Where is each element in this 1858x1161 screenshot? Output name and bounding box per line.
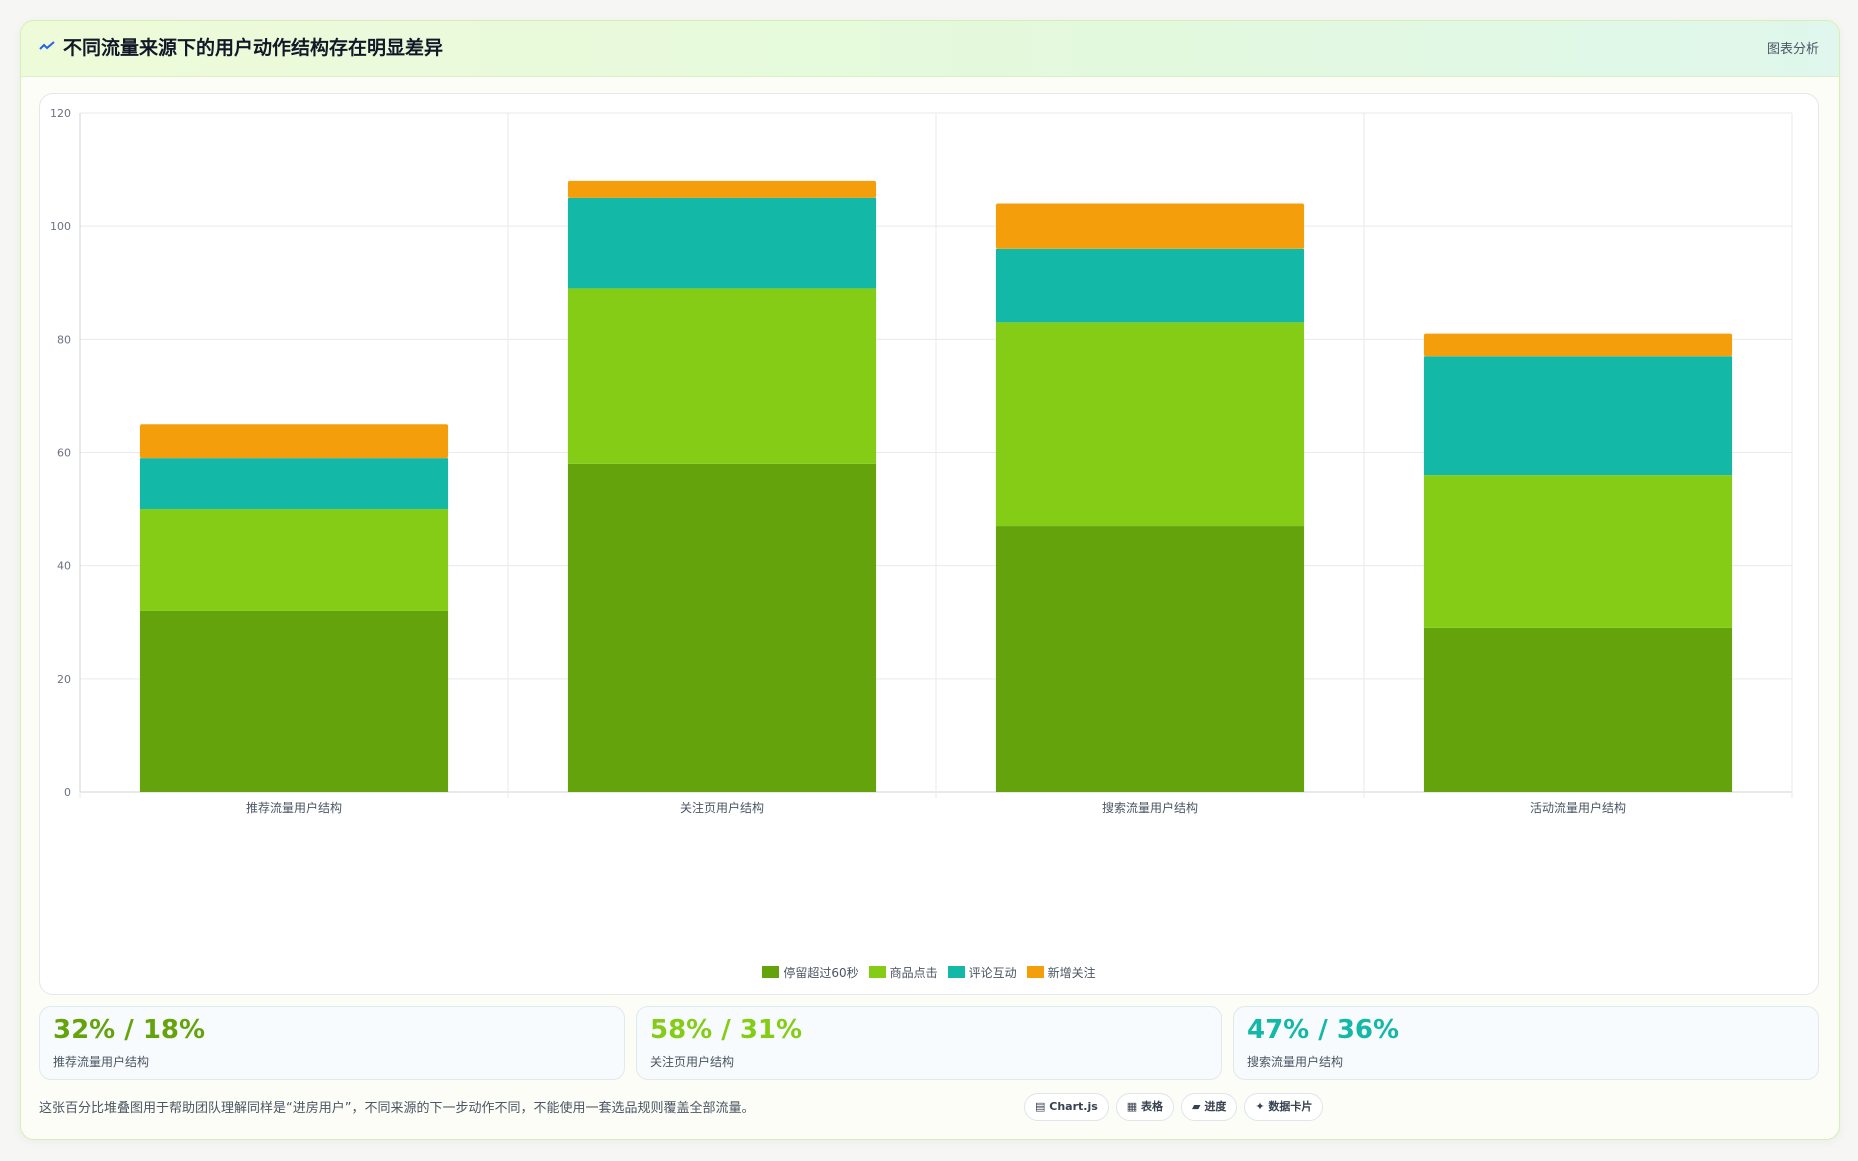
y-tick-label: 40 — [57, 560, 71, 573]
legend-label: 新增关注 — [1047, 966, 1096, 980]
legend-item[interactable]: 新增关注 — [1026, 964, 1096, 981]
bar-segment — [1423, 627, 1733, 792]
kpi-label: 搜索流量用户结构 — [1247, 1055, 1344, 1069]
legend-swatch — [762, 966, 780, 978]
x-tick-label: 搜索流量用户结构 — [1102, 800, 1198, 815]
bar-segment — [139, 509, 449, 611]
bar-segment — [1423, 356, 1733, 476]
sparkline-icon — [39, 38, 55, 54]
x-tick-label: 推荐流量用户结构 — [246, 800, 342, 815]
chip-row: ▤ Chart.js ▦ 表格 ▰ 进度 ✦ 数据卡片 — [1024, 1093, 1330, 1121]
bar-segment — [567, 197, 877, 289]
chart-panel: 0 20 40 60 80 100 120 推荐流量用户结构 关注页用户结构 搜索流量用户结构 活动… — [39, 93, 1819, 995]
legend-swatch — [868, 966, 886, 978]
y-tick-label: 80 — [57, 333, 71, 346]
bar-segment — [995, 526, 1305, 792]
chart-card: 不同流量来源下的用户动作结构存在明显差异 图表分析 0 20 40 60 80 100 12… — [20, 20, 1840, 1140]
kpi-value: 32% / 18% — [53, 1015, 206, 1045]
legend-item[interactable]: 停留超过60秒 — [762, 964, 859, 981]
bar-segment — [139, 424, 449, 459]
chip-progress[interactable]: ▰ 进度 — [1181, 1093, 1238, 1121]
bar-segment — [567, 463, 877, 792]
bar-segment — [995, 322, 1305, 527]
legend-item[interactable]: 评论互动 — [947, 964, 1017, 981]
bar-segment — [995, 248, 1305, 323]
chip-label: 表格 — [1141, 1100, 1164, 1113]
y-tick-label: 60 — [57, 447, 71, 460]
stacked-bar-chart: 0 20 40 60 80 100 120 推荐流量用户结构 关注页用户结构 搜索流量用户结构 活动… — [50, 107, 1793, 815]
chip-data-card[interactable]: ✦ 数据卡片 — [1244, 1093, 1324, 1121]
chart-icon: ▤ — [1035, 1100, 1046, 1113]
progress-icon: ▰ — [1192, 1100, 1201, 1113]
chart-legend: 停留超过60秒 商品点击 评论互动 新增关注 — [40, 964, 1818, 982]
kpi-label: 关注页用户结构 — [650, 1055, 735, 1069]
page-title: 不同流量来源下的用户动作结构存在明显差异 — [63, 37, 444, 59]
legend-swatch — [947, 966, 965, 978]
kpi-value: 47% / 36% — [1247, 1015, 1400, 1045]
card-header: 不同流量来源下的用户动作结构存在明显差异 图表分析 — [21, 21, 1839, 77]
x-tick-label: 关注页用户结构 — [680, 800, 764, 815]
bar-segment — [567, 288, 877, 464]
y-tick-label: 120 — [50, 107, 71, 120]
bar-segment — [139, 610, 449, 792]
bar-segment — [139, 458, 449, 510]
kpi-label: 推荐流量用户结构 — [53, 1055, 150, 1069]
card-icon: ✦ — [1255, 1100, 1265, 1113]
chip-chartjs[interactable]: ▤ Chart.js — [1024, 1093, 1109, 1121]
kpi-card: 32% / 18% 推荐流量用户结构 — [39, 1006, 625, 1080]
legend-swatch — [1026, 966, 1044, 978]
kpi-card: 58% / 31% 关注页用户结构 — [636, 1006, 1222, 1080]
x-tick-label: 活动流量用户结构 — [1530, 800, 1626, 815]
legend-item[interactable]: 商品点击 — [868, 964, 938, 981]
y-tick-label: 100 — [50, 220, 71, 233]
legend-label: 停留超过60秒 — [783, 966, 859, 980]
kpi-card: 47% / 36% 搜索流量用户结构 — [1233, 1006, 1819, 1080]
kpi-value: 58% / 31% — [650, 1015, 803, 1045]
legend-label: 评论互动 — [968, 966, 1017, 980]
chart-note: 这张百分比堆叠图用于帮助团队理解同样是“进房用户”，不同来源的下一步动作不同，不… — [39, 1101, 755, 1116]
chip-table[interactable]: ▦ 表格 — [1115, 1093, 1175, 1121]
chip-label: 数据卡片 — [1268, 1100, 1313, 1113]
chip-label: Chart.js — [1049, 1100, 1098, 1113]
bar-segment — [1423, 333, 1733, 357]
y-tick-label: 20 — [57, 673, 71, 686]
bar-segment — [1423, 475, 1733, 628]
legend-label: 商品点击 — [889, 966, 938, 980]
chart-analysis-tag: 图表分析 — [1766, 42, 1819, 57]
table-icon: ▦ — [1126, 1100, 1138, 1113]
bar-segment — [995, 203, 1305, 249]
bar-segment — [567, 180, 877, 198]
y-tick-label: 0 — [64, 786, 71, 799]
chip-label: 进度 — [1204, 1100, 1227, 1113]
